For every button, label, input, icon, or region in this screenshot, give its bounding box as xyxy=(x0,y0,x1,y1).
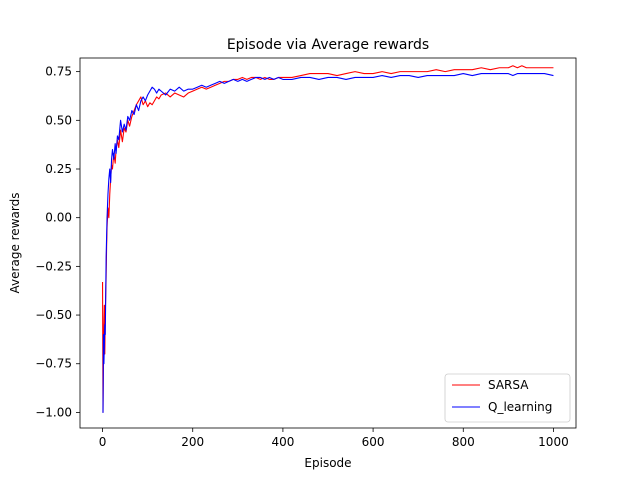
plot-area: 0 200 400 600 800 1000 −1.00 −0.75 −0.50 −0.25 0.… xyxy=(35,57,577,449)
y-tick-label: 0.00 xyxy=(45,211,72,225)
y-tick-label: 0.25 xyxy=(45,162,72,176)
x-tick-label: 1000 xyxy=(538,435,569,449)
x-tick-label: 200 xyxy=(181,435,204,449)
chart-title: Episode via Average rewards xyxy=(227,37,429,53)
legend-label-sarsa: SARSA xyxy=(488,378,529,392)
y-axis-label: Average rewards xyxy=(8,193,22,294)
series-line-q-learning xyxy=(102,73,554,413)
y-tick-label: −0.50 xyxy=(35,308,72,322)
y-tick-label: −0.25 xyxy=(35,259,72,273)
x-tick-label: 400 xyxy=(271,435,294,449)
x-axis-label: Episode xyxy=(304,456,351,470)
y-tick-label: −1.00 xyxy=(35,405,72,419)
x-axis: 0 200 400 600 800 1000 xyxy=(99,428,569,449)
y-tick-label: −0.75 xyxy=(35,357,72,371)
y-tick-label: 0.50 xyxy=(45,113,72,127)
legend-label-q-learning: Q_learning xyxy=(488,400,552,414)
x-tick-label: 0 xyxy=(99,435,107,449)
y-axis: −1.00 −0.75 −0.50 −0.25 0.00 0.25 0.50 0.75 xyxy=(35,65,80,419)
legend-box xyxy=(444,373,571,423)
series-layer xyxy=(102,65,554,413)
x-tick-label: 800 xyxy=(452,435,475,449)
legend: SARSA Q_learning xyxy=(444,373,571,423)
y-tick-label: 0.75 xyxy=(45,65,72,79)
axes-frame xyxy=(79,57,577,429)
x-tick-label: 600 xyxy=(362,435,385,449)
